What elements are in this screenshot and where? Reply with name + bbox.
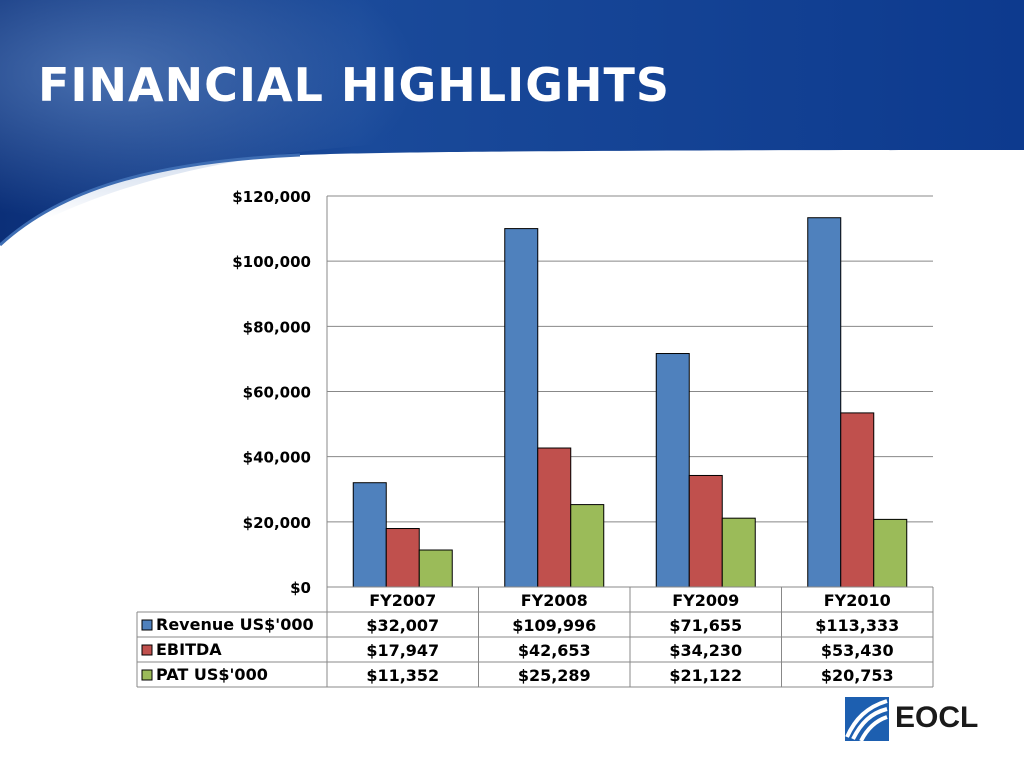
x-tick-label: FY2010 xyxy=(824,591,891,610)
legend-swatch xyxy=(141,619,153,631)
bar xyxy=(807,217,842,588)
legend-label: Revenue US$'000 xyxy=(156,615,314,634)
y-tick-label: $80,000 xyxy=(243,318,311,336)
logo-text: EOCL xyxy=(895,701,979,734)
y-tick-label: $100,000 xyxy=(232,253,311,271)
bar xyxy=(570,504,605,588)
bar xyxy=(721,517,756,588)
bar xyxy=(385,528,420,588)
bar xyxy=(840,412,875,588)
company-logo: EOCL xyxy=(845,697,985,743)
x-tick-label: FY2007 xyxy=(369,591,436,610)
bar xyxy=(418,549,453,588)
bar xyxy=(537,447,572,588)
data-label: $32,007 xyxy=(366,616,439,635)
data-label: $113,333 xyxy=(815,616,899,635)
data-label: $21,122 xyxy=(669,666,742,685)
data-table: FY2007 FY2008 FY2009 FY2010 Revenue US$'000 $… xyxy=(136,586,934,688)
legend-label: EBITDA xyxy=(156,640,222,659)
legend-swatch xyxy=(141,644,153,656)
header-background xyxy=(0,0,1024,247)
data-label: $71,655 xyxy=(669,616,742,635)
data-label: $53,430 xyxy=(821,641,894,660)
bar xyxy=(504,228,539,588)
y-tick-label: $60,000 xyxy=(243,384,311,402)
data-label: $17,947 xyxy=(366,641,439,660)
bar xyxy=(688,474,723,588)
bar xyxy=(352,482,387,588)
logo-mark-icon xyxy=(845,697,889,742)
data-label: $25,289 xyxy=(518,666,591,685)
legend-label: PAT US$'000 xyxy=(156,665,268,684)
bar xyxy=(873,518,908,588)
y-axis: $0 $20,000 $40,000 $60,000 $80,000 $100,000 $1… xyxy=(232,188,311,597)
data-label: $109,996 xyxy=(512,616,596,635)
x-tick-label: FY2008 xyxy=(521,591,588,610)
y-tick-label: $120,000 xyxy=(232,188,311,206)
page-title: FINANCIAL HIGHLIGHTS xyxy=(38,58,670,112)
data-label: $11,352 xyxy=(366,666,439,685)
x-tick-label: FY2009 xyxy=(672,591,739,610)
y-tick-label: $20,000 xyxy=(243,514,311,532)
data-label: $20,753 xyxy=(821,666,894,685)
y-tick-label: $0 xyxy=(290,579,311,597)
legend-swatch xyxy=(141,669,153,681)
bars xyxy=(352,217,908,588)
data-label: $34,230 xyxy=(669,641,742,660)
data-label: $42,653 xyxy=(518,641,591,660)
y-tick-label: $40,000 xyxy=(243,449,311,467)
bar xyxy=(655,353,690,588)
